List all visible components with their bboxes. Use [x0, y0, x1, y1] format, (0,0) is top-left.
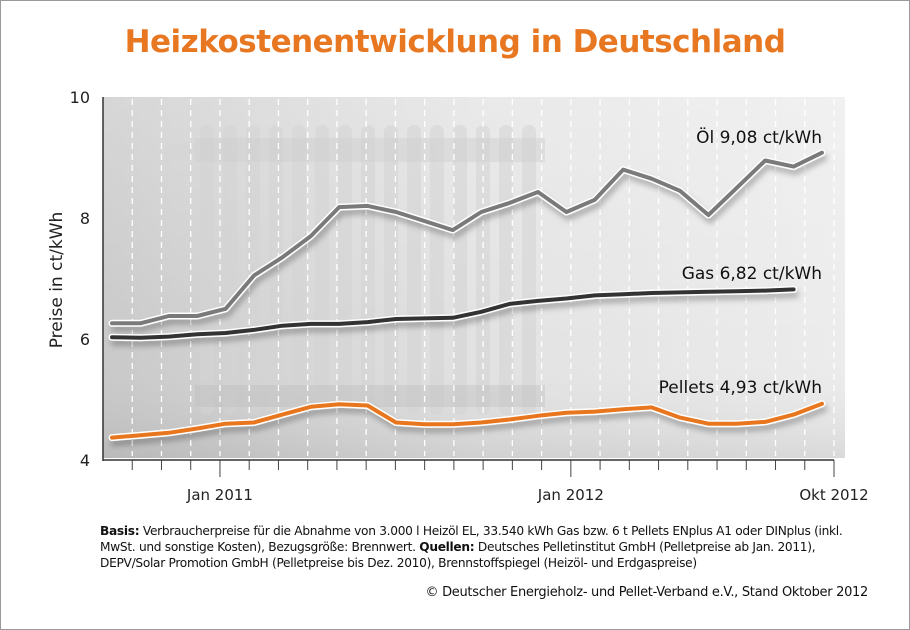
- chart-title: Heizkostenentwicklung in Deutschland: [124, 24, 786, 60]
- y-tick-label: 4: [80, 451, 90, 470]
- radiator-fin: [338, 125, 352, 415]
- radiator-pipe-top: [195, 138, 545, 162]
- y-tick-label: 6: [80, 330, 90, 349]
- radiator-fin: [453, 125, 467, 415]
- series-öl: [108, 149, 826, 327]
- basis-text: Verbraucherpreise für die Abnahme von 3.…: [100, 524, 843, 554]
- radiator-fin: [499, 125, 513, 415]
- radiator-fin: [315, 125, 329, 415]
- series-gas: [108, 285, 798, 342]
- radiator-pipe-bottom: [195, 385, 545, 407]
- y-tick-label: 8: [80, 209, 90, 228]
- radiator-valve: [165, 143, 195, 159]
- radiator-fin: [407, 125, 421, 415]
- radiator-illustration: [165, 125, 545, 415]
- radiator-fin: [361, 125, 375, 415]
- basis-label: Basis:: [100, 524, 140, 538]
- radiator-fin: [269, 125, 283, 415]
- y-tick-label: 10: [70, 88, 90, 107]
- footnote: Basis: Verbraucherpreise für die Abnahme…: [100, 523, 860, 571]
- series-label-pellets: Pellets 4,93 ct/kWh: [659, 378, 822, 398]
- series-pellets: [108, 400, 826, 442]
- radiator-fin: [430, 125, 444, 415]
- copyright: © Deutscher Energieholz- und Pellet-Verb…: [425, 585, 869, 600]
- radiator-fin: [223, 125, 237, 415]
- x-tick-label: Jan 2011: [186, 486, 253, 504]
- sources-label: Quellen:: [419, 540, 475, 554]
- radiator-fin: [522, 125, 536, 415]
- series-label-öl: Öl 9,08 ct/kWh: [696, 126, 822, 148]
- x-tick-label: Okt 2012: [799, 486, 868, 504]
- series-label-gas: Gas 6,82 ct/kWh: [682, 264, 822, 284]
- radiator-fin: [292, 125, 306, 415]
- series-line: [110, 401, 824, 440]
- sources-text: Deutsches Pelletinstitut GmbH (Pelletpre…: [100, 540, 816, 570]
- x-tick-label: Jan 2012: [537, 486, 604, 504]
- axes: [102, 97, 835, 477]
- radiator-fin: [384, 125, 398, 415]
- y-axis-label: Preise in ct/kWh: [47, 212, 67, 349]
- series-line: [110, 150, 824, 326]
- radiator-fin: [200, 125, 214, 415]
